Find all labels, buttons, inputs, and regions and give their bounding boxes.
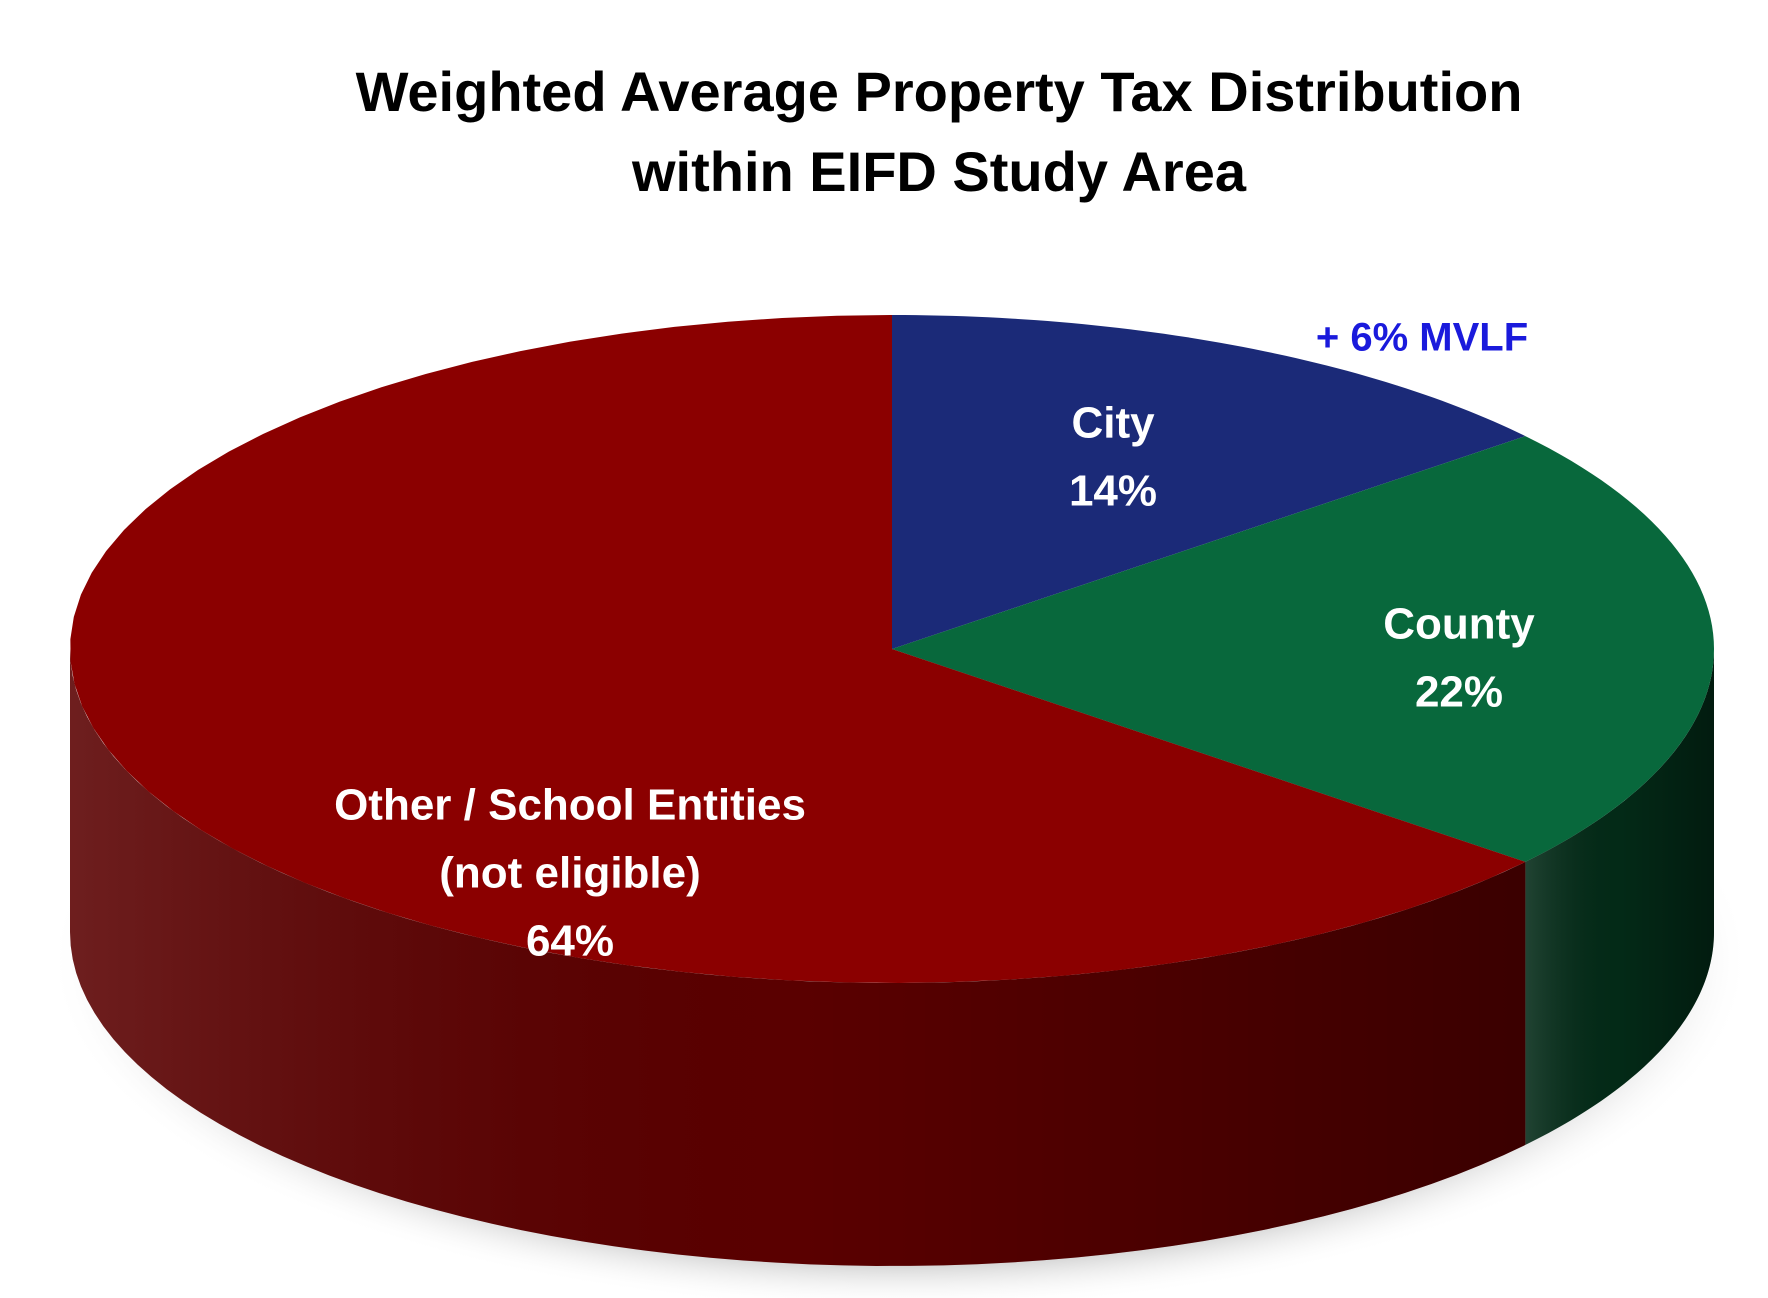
slice-label: City [1071, 399, 1155, 448]
slice [70, 315, 1526, 983]
slice-label: Other / School Entities [334, 781, 806, 830]
slice [892, 436, 1714, 862]
pie-sides [70, 649, 1714, 1266]
pie-tops [70, 315, 1714, 983]
annotation: + 6% MVLF [1316, 316, 1528, 360]
slice [892, 315, 1526, 649]
value-label: 22% [1415, 668, 1503, 717]
slice-side-shade [1525, 649, 1714, 1145]
pie [70, 315, 1714, 1266]
slice-label: (not eligible) [439, 849, 701, 898]
chart-title: Weighted Average Property Tax Distributi… [356, 60, 1523, 123]
chart-title: within EIFD Study Area [631, 140, 1247, 203]
slice-label: County [1383, 600, 1535, 649]
value-label: 14% [1069, 467, 1157, 516]
slice-side-shade [70, 649, 1526, 1266]
value-label: 64% [526, 917, 614, 966]
